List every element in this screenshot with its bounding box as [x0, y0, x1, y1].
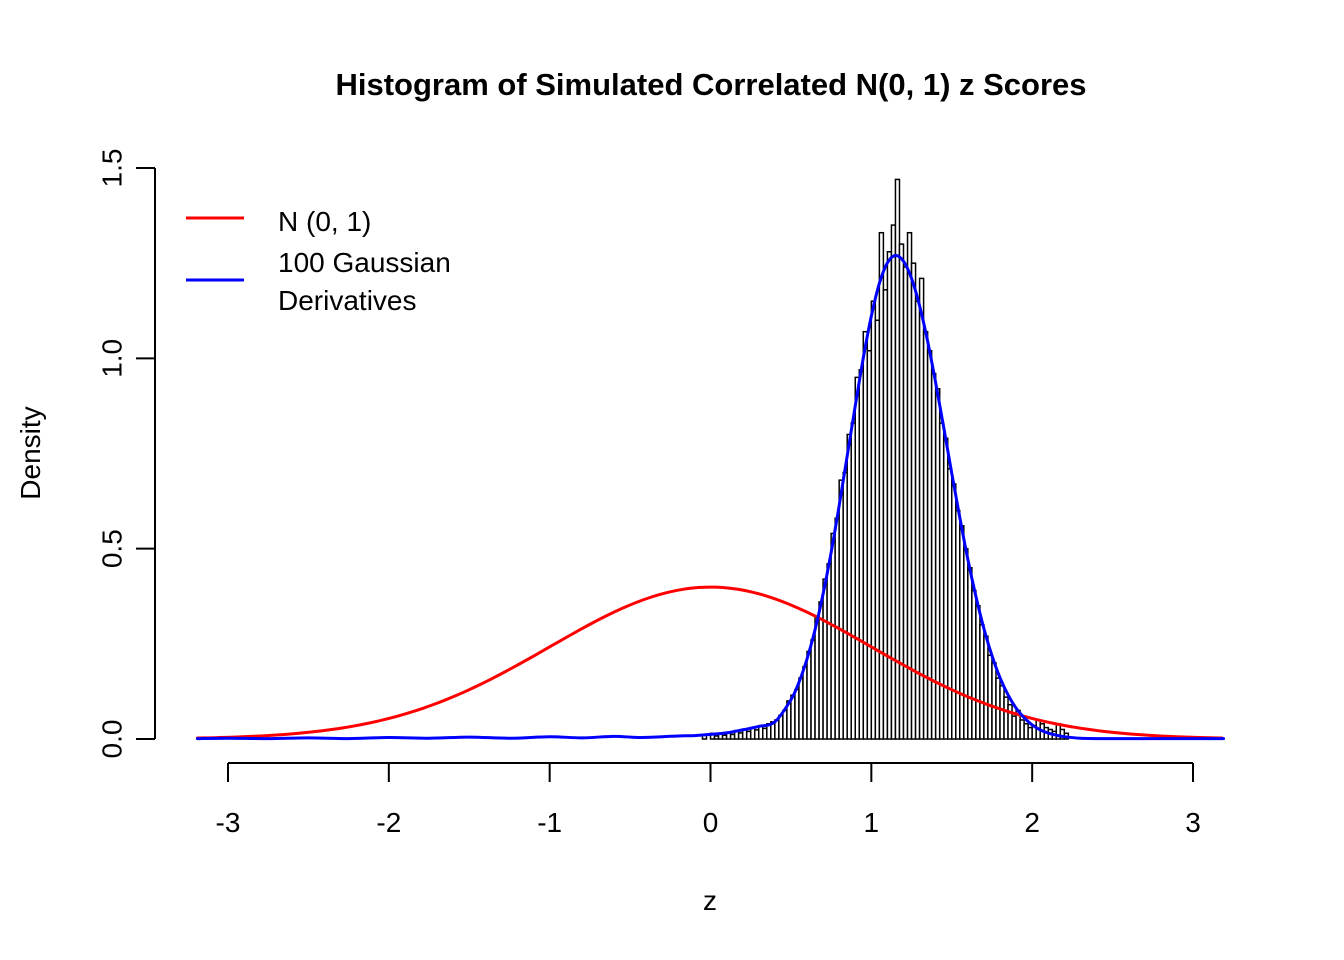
y-tick-label: 1.0: [97, 339, 128, 378]
y-axis-title: Density: [15, 406, 46, 500]
normal-curve: [195, 585, 1224, 740]
legend-label-normal: N (0, 1): [278, 206, 372, 237]
x-tick-label: -3: [216, 807, 241, 838]
y-tick-label: 1.5: [97, 149, 128, 188]
x-tick-label: 1: [864, 807, 880, 838]
x-tick-label: -2: [376, 807, 401, 838]
chart-title: Histogram of Simulated Correlated N(0, 1…: [335, 67, 1087, 102]
x-tick-label: 0: [703, 807, 719, 838]
x-tick-label: 2: [1024, 807, 1040, 838]
x-tick-label: -1: [537, 807, 562, 838]
y-tick-label: 0.0: [97, 720, 128, 759]
x-tick-label: 3: [1185, 807, 1201, 838]
kde-curve: [195, 254, 1226, 741]
x-axis-title: z: [703, 885, 717, 916]
y-tick-label: 0.5: [97, 529, 128, 568]
legend-label-gaussian-derivatives: 100 Gaussian Derivatives: [278, 247, 451, 316]
